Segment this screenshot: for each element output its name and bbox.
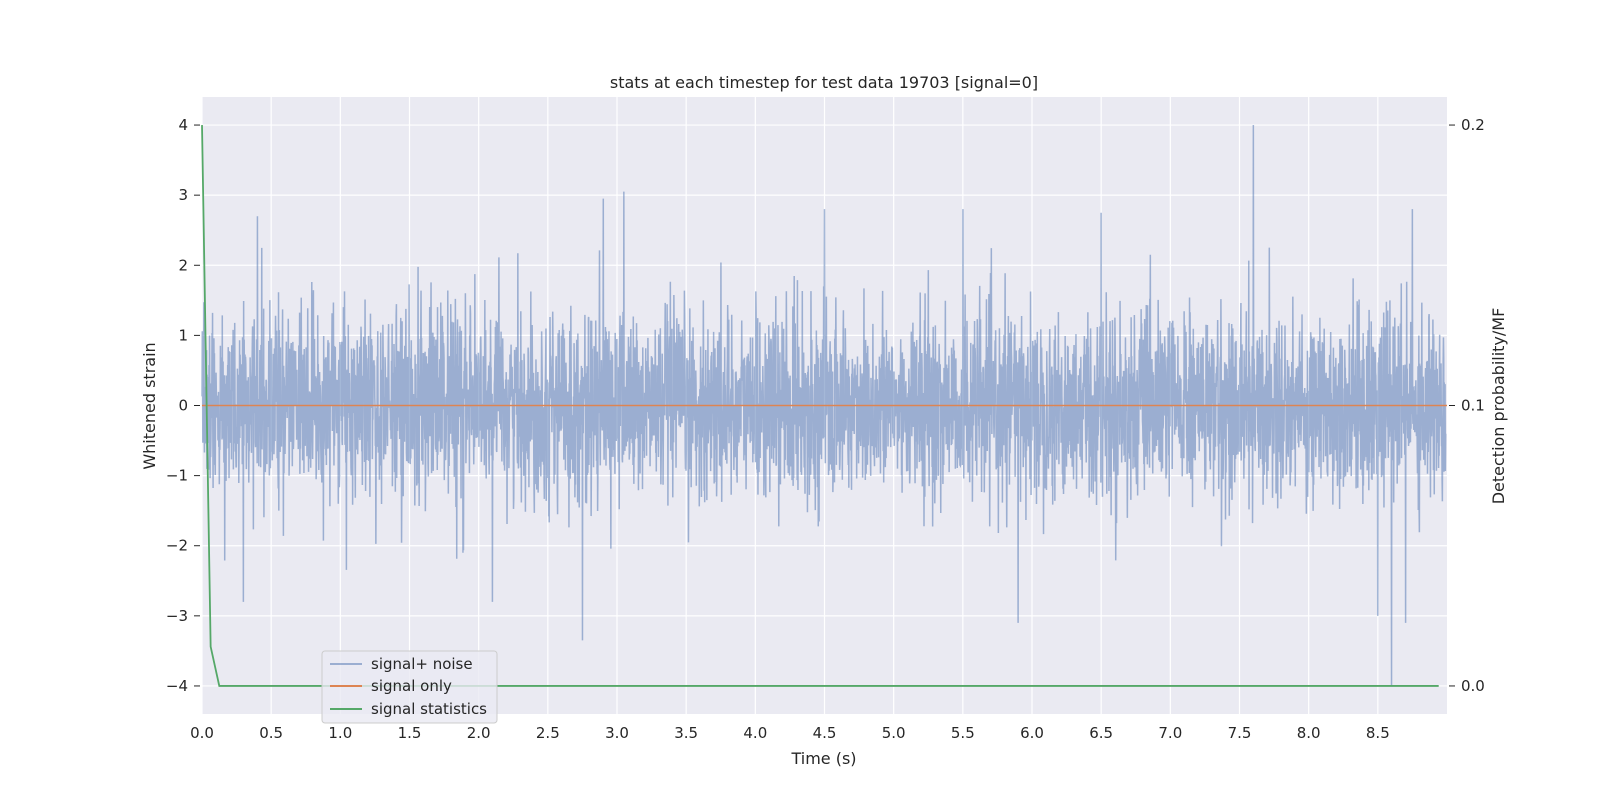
x-tick-label: 4.5 [813, 724, 837, 742]
legend-label-signal-statistics: signal statistics [371, 700, 487, 718]
x-tick-label: 4.0 [743, 724, 767, 742]
x-tick-label: 3.5 [674, 724, 698, 742]
x-tick-label: 2.5 [536, 724, 560, 742]
y-tick-label: −3 [166, 607, 188, 625]
x-tick-label: 1.0 [328, 724, 352, 742]
x-tick-label: 0.5 [259, 724, 283, 742]
x-tick-label: 3.0 [605, 724, 629, 742]
legend: signal+ noise signal only signal statist… [321, 650, 498, 724]
y-tick-label: −4 [166, 677, 188, 695]
x-tick-label: 6.0 [1020, 724, 1044, 742]
y2-axis-label: Detection probability/MF [1489, 308, 1508, 505]
signal-noise-line [201, 125, 1447, 686]
x-tick-label: 2.0 [467, 724, 491, 742]
y2-tick-label: 0.1 [1461, 397, 1485, 415]
x-tick-label: 8.0 [1297, 724, 1321, 742]
y2-tick-label: 0.0 [1461, 677, 1485, 695]
legend-box [321, 650, 498, 724]
x-tick-label: 7.5 [1228, 724, 1252, 742]
y-tick-label: 3 [178, 186, 188, 204]
y-tick-label: 4 [178, 116, 188, 134]
y-tick-label: 2 [178, 256, 188, 274]
x-tick-label: 8.5 [1366, 724, 1390, 742]
x-tick-label: 6.5 [1089, 724, 1113, 742]
x-tick-label: 7.0 [1158, 724, 1182, 742]
y-axis-label: Whitened strain [140, 342, 159, 469]
x-tick-label: 1.5 [398, 724, 422, 742]
signal-statistics-line [201, 125, 1439, 687]
y2-axis-ticks: 0.2 0.1 0.0 [1449, 116, 1485, 695]
x-tick-label: 0.0 [190, 724, 214, 742]
legend-label-signal-noise: signal+ noise [371, 655, 473, 673]
y-tick-label: −1 [166, 467, 188, 485]
y-tick-label: 1 [178, 326, 188, 344]
y-tick-label: −2 [166, 537, 188, 555]
chart-title: stats at each timestep for test data 197… [610, 73, 1038, 92]
series-signal-noise [201, 125, 1447, 686]
x-axis-label: Time (s) [790, 749, 856, 768]
x-tick-label: 5.5 [951, 724, 975, 742]
series-signal-statistics [201, 125, 1439, 687]
y-axis-ticks: 4 3 2 1 0 −1 −2 −3 −4 [166, 116, 200, 695]
y-tick-label: 0 [178, 397, 188, 415]
x-tick-label: 5.0 [882, 724, 906, 742]
y2-tick-label: 0.2 [1461, 116, 1485, 134]
legend-label-signal-only: signal only [371, 677, 452, 695]
x-axis-ticks: 0.0 0.5 1.0 1.5 2.0 2.5 3.0 3.5 4.0 4.5 5.0 5.5 6.0 6… [190, 724, 1390, 742]
